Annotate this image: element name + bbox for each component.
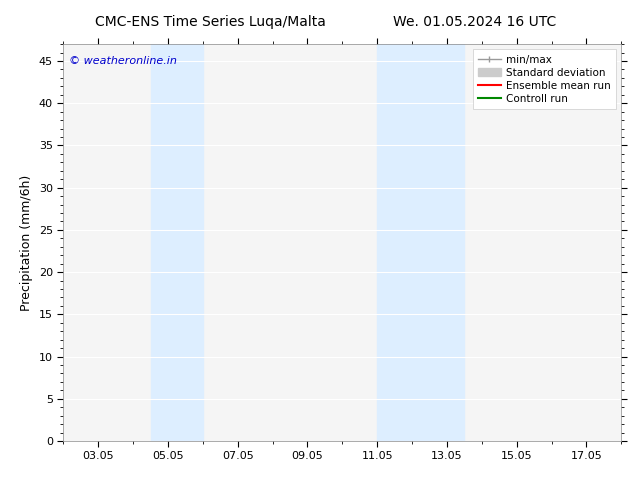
Y-axis label: Precipitation (mm/6h): Precipitation (mm/6h): [20, 174, 34, 311]
Text: © weatheronline.in: © weatheronline.in: [69, 56, 177, 66]
Bar: [150, 44, 203, 441]
Legend: min/max, Standard deviation, Ensemble mean run, Controll run: min/max, Standard deviation, Ensemble me…: [473, 49, 616, 109]
Text: We. 01.05.2024 16 UTC: We. 01.05.2024 16 UTC: [393, 15, 556, 29]
Text: CMC-ENS Time Series Luqa/Malta: CMC-ENS Time Series Luqa/Malta: [95, 15, 326, 29]
Bar: [377, 44, 464, 441]
